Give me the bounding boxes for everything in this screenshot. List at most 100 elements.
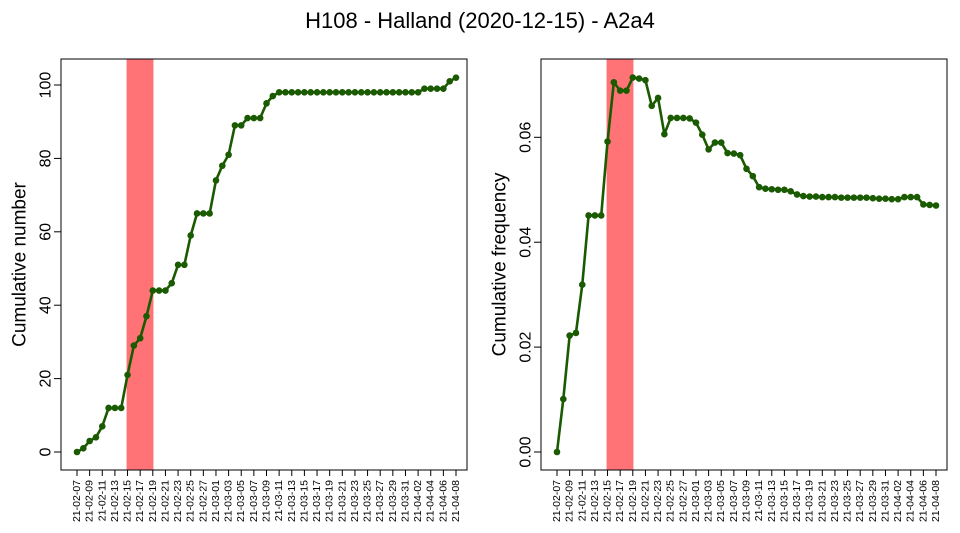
x-tick-label: 21-03-05 <box>715 480 727 522</box>
data-point <box>901 193 908 201</box>
data-point <box>181 261 188 269</box>
x-tick-label: 21-02-21 <box>639 480 651 522</box>
data-point <box>111 404 119 412</box>
x-tick-label: 21-02-25 <box>665 480 677 522</box>
x-tick-label: 21-02-09 <box>84 480 96 522</box>
data-point <box>812 193 820 200</box>
data-point <box>326 89 333 96</box>
data-point <box>800 192 807 200</box>
data-point <box>149 287 157 294</box>
x-tick-label: 21-04-02 <box>412 480 424 522</box>
highlight-band <box>126 59 154 470</box>
data-point <box>591 212 599 219</box>
x-tick-label: 21-03-09 <box>261 480 273 522</box>
data-point <box>863 194 870 201</box>
x-tick-label: 21-04-06 <box>437 480 449 522</box>
data-point <box>743 165 750 173</box>
data-point <box>781 186 788 194</box>
data-point <box>212 177 220 184</box>
data-point <box>408 89 416 96</box>
data-point <box>806 193 813 200</box>
data-point <box>370 89 378 96</box>
y-axis-label: Cumulative number <box>10 181 31 346</box>
x-tick-label: 21-03-25 <box>842 480 854 522</box>
data-point <box>730 150 738 157</box>
data-point <box>339 89 346 96</box>
data-point <box>661 130 668 138</box>
data-point <box>231 122 239 129</box>
x-tick-label: 21-03-15 <box>298 480 310 522</box>
data-point <box>168 279 176 287</box>
data-point <box>174 261 182 269</box>
cumulative-frequency-panel: 0.00 0.02 0.04 0.06 Cumulative frequency 21-0… <box>490 58 948 522</box>
data-point <box>320 89 327 96</box>
data-point <box>926 201 933 209</box>
data-point <box>755 183 763 191</box>
data-point <box>717 139 725 146</box>
data-point <box>86 437 93 445</box>
data-point <box>288 89 296 96</box>
x-tick-label: 21-03-11 <box>753 480 765 521</box>
data-point <box>155 287 163 294</box>
data-point <box>351 89 359 96</box>
x-tick-label: 21-03-23 <box>349 480 361 522</box>
data-point <box>837 194 845 201</box>
data-point <box>452 74 460 81</box>
x-tick-label: 21-03-05 <box>235 480 247 522</box>
y-tick-label: 0.02 <box>518 331 535 362</box>
x-tick-label: 21-03-09 <box>741 480 753 522</box>
data-point <box>635 75 643 82</box>
data-point <box>136 334 144 342</box>
data-point <box>130 342 138 349</box>
data-point <box>560 395 567 403</box>
data-point <box>357 89 365 96</box>
data-point <box>117 404 125 412</box>
data-point <box>105 404 112 412</box>
chart-main-title: H108 - Halland (2020-12-15) - A2a4 <box>305 8 655 33</box>
data-point <box>768 185 776 193</box>
data-point <box>774 186 782 194</box>
x-tick-label: 21-02-23 <box>172 480 184 522</box>
data-point <box>724 149 731 157</box>
x-tick-label: 21-03-19 <box>804 480 816 522</box>
data-point <box>332 89 340 96</box>
data-point <box>73 448 81 456</box>
data-point <box>206 210 213 217</box>
data-point <box>187 232 194 239</box>
x-tick-label: 21-03-19 <box>324 480 336 522</box>
data-point <box>395 89 403 96</box>
x-tick-label: 21-02-15 <box>122 480 134 522</box>
data-point <box>875 195 883 202</box>
x-tick-label: 21-03-07 <box>728 480 740 522</box>
y-tick-label: 60 <box>38 223 55 241</box>
data-point <box>787 188 795 195</box>
y-tick-label: 0.00 <box>518 436 535 467</box>
data-point <box>667 114 674 122</box>
y-axis-label: Cumulative frequency <box>490 172 511 356</box>
data-point <box>623 87 630 94</box>
data-point <box>301 89 308 96</box>
data-point <box>825 193 832 201</box>
data-point <box>894 195 902 203</box>
x-tick-label: 21-02-13 <box>109 480 121 522</box>
data-point <box>616 87 624 94</box>
x-tick-label: 21-02-07 <box>71 480 83 522</box>
data-point <box>920 201 927 208</box>
x-tick-label: 21-02-19 <box>147 480 159 522</box>
data-point <box>932 202 940 209</box>
data-point <box>844 194 851 201</box>
x-tick-label: 21-02-19 <box>627 480 639 522</box>
data-point <box>263 100 270 107</box>
data-point <box>629 74 637 81</box>
data-point <box>850 194 858 201</box>
data-point <box>888 195 896 203</box>
plot-frame <box>60 58 468 471</box>
data-point <box>553 448 561 456</box>
data-point <box>762 185 769 193</box>
data-point <box>446 78 453 85</box>
data-point <box>237 122 245 129</box>
data-point <box>604 138 611 145</box>
data-point <box>793 191 801 198</box>
